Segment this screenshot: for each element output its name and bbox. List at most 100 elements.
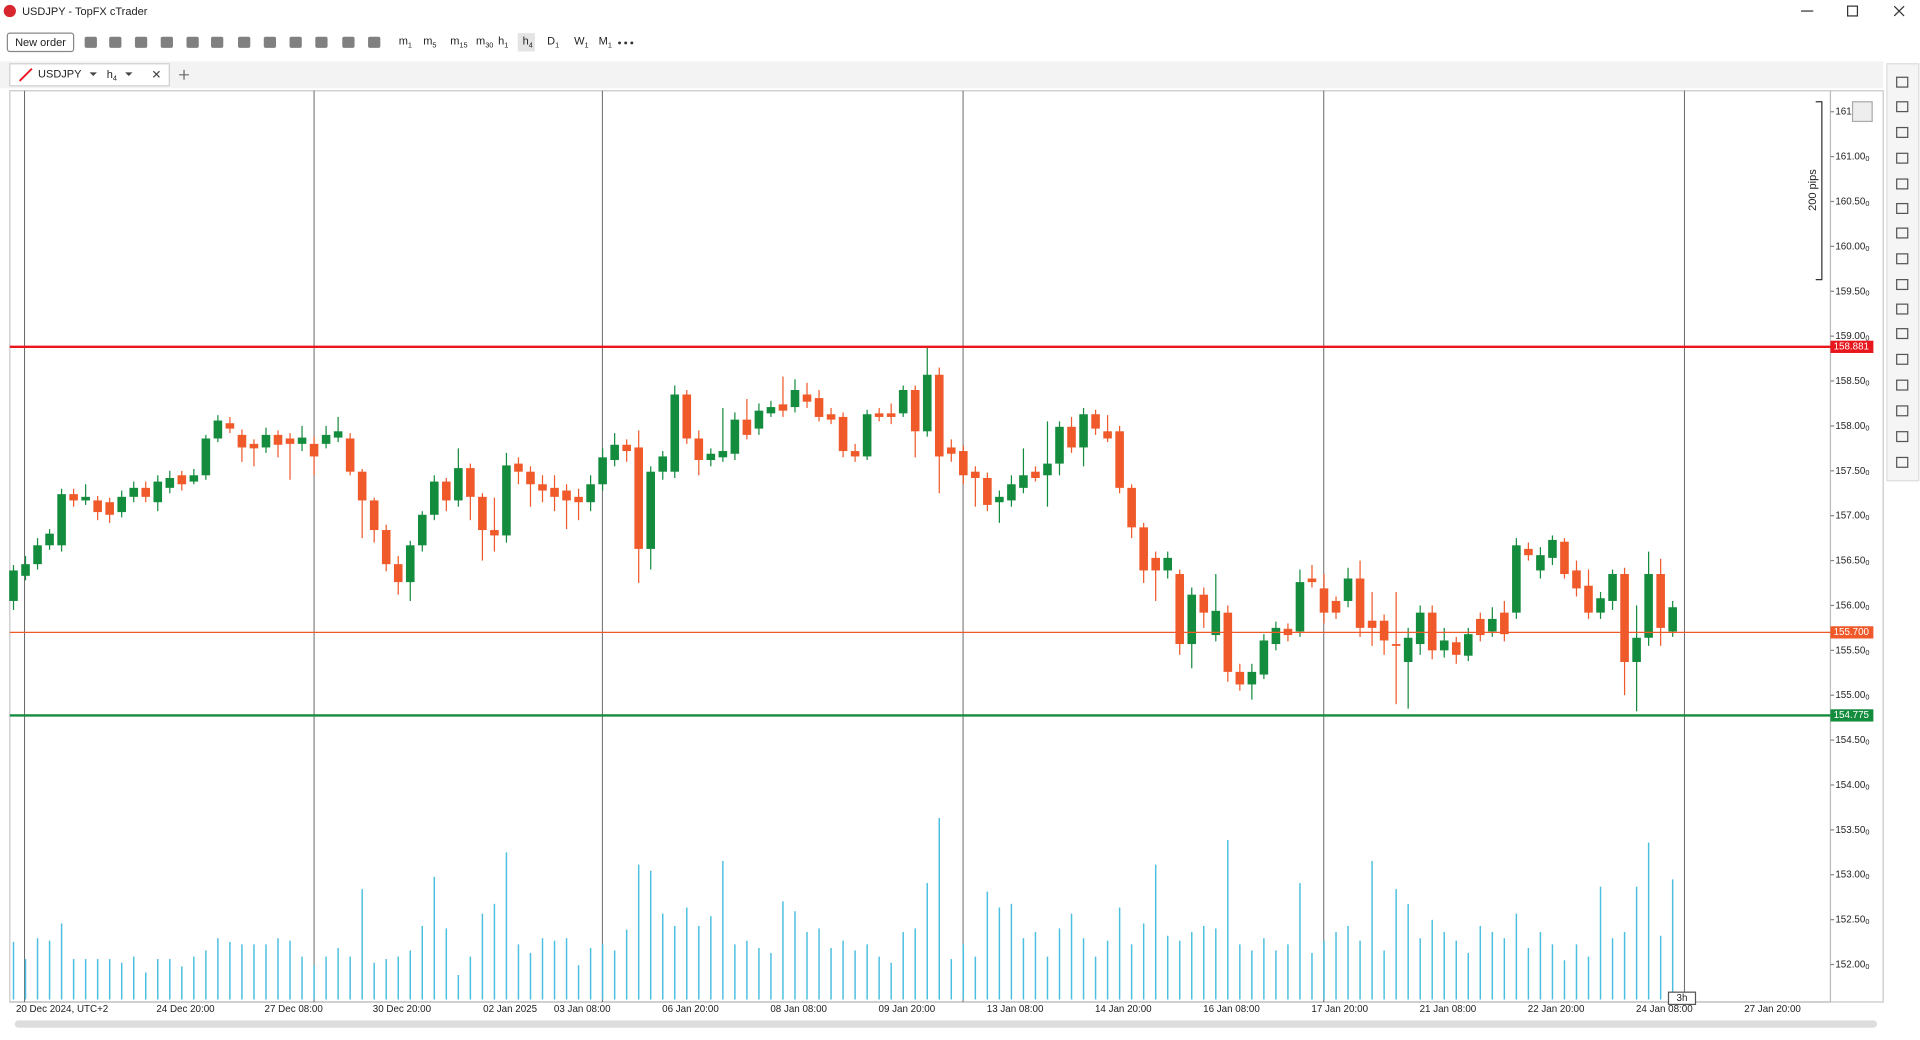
y-tick-suffix: 0 [1865,334,1869,343]
candle-body [442,481,451,501]
candle-body [1548,539,1557,558]
symbol-dropdown[interactable] [89,72,97,77]
timeframe-button[interactable]: m5 [423,36,436,50]
volume-bar [878,956,880,1000]
candle-body [1115,431,1124,488]
toolbar-icon[interactable] [263,36,277,48]
drawing-tool[interactable] [1896,152,1909,164]
toolbar-icon[interactable] [315,36,328,48]
toolbar-icon[interactable] [211,36,224,48]
candle-body [417,514,427,546]
volume-bar [950,959,953,1000]
more-button[interactable] [618,41,634,45]
toolbar-icon[interactable] [238,36,251,48]
toolbar-icon[interactable] [186,36,199,48]
candle-body [1355,578,1365,628]
y-tick-label: 155.500 [1835,645,1869,657]
drawing-tool[interactable] [1896,353,1909,365]
candle-body [538,484,547,491]
drawing-tool[interactable] [1896,126,1909,138]
scrollbar[interactable] [14,1020,1878,1028]
candle-body [1295,582,1305,632]
app-icon [3,4,16,18]
timeframe-button[interactable]: m30 [476,36,493,50]
drawing-tool[interactable] [1896,405,1909,417]
volume-bar [1154,864,1157,1000]
new-order-label: New order [15,37,66,49]
candle-body [1668,607,1677,632]
candle-body [910,390,920,432]
candle-body [237,434,247,448]
candle-body [874,413,884,417]
drawing-tool[interactable] [1896,227,1909,239]
y-tick-suffix: 0 [1865,244,1869,253]
drawing-tool[interactable] [1896,279,1909,291]
drawing-tool[interactable] [1896,431,1909,443]
volume-bar [962,944,965,1000]
candle-body [1199,594,1209,613]
candle-body [1367,620,1377,628]
drawing-tool[interactable] [1896,303,1909,315]
timeframe-sub: 1 [608,40,612,49]
ruler-label: 200 pips [1807,169,1819,211]
volume-bar [445,928,448,1000]
candle-body [1644,574,1653,638]
candle-body [177,475,187,485]
drawing-tool[interactable] [1896,253,1909,265]
add-tab[interactable] [179,69,189,80]
x-tick-label: 27 Dec 08:00 [265,1004,324,1015]
chart-settings[interactable] [1851,101,1873,123]
drawing-tool[interactable] [1896,178,1909,190]
timeframe-button[interactable]: M1 [599,36,612,50]
candle-body [430,481,439,515]
drawing-tool[interactable] [1896,76,1909,88]
timeframe-button[interactable]: m1 [399,36,412,50]
drawing-tool[interactable] [1896,101,1909,113]
candle-body [550,487,559,497]
volume-bar [493,903,496,1000]
toolbar-icon[interactable] [109,36,122,48]
drawing-tool[interactable] [1896,379,1909,391]
timeframe-button[interactable]: m15 [450,36,467,50]
maximize-button[interactable] [1847,5,1859,17]
timeframe-button[interactable]: h4 [523,36,533,50]
y-tick-label: 152.000 [1835,959,1869,971]
candle-body [1608,574,1617,601]
candle-body [393,564,403,583]
drawing-toolbar [1886,63,1920,482]
timeframe-button[interactable]: W1 [574,36,589,50]
toolbar-icon[interactable] [84,36,97,48]
timeframe-sub: 1 [555,40,559,49]
volume-bar [253,944,255,1000]
timeframe-button[interactable]: D1 [547,36,559,50]
timeframe-dropdown[interactable] [125,72,133,77]
toolbar-icon[interactable] [160,36,173,48]
toolbar-icon[interactable] [368,36,381,48]
drawing-tool[interactable] [1896,202,1909,215]
price-label: 154.775 [1834,710,1870,721]
toolbar-icon[interactable] [134,36,148,48]
toolbar-icon[interactable] [289,36,302,48]
candle-body [562,490,571,501]
volume-bar [770,952,772,1000]
y-tick-suffix: 0 [1865,872,1869,881]
timeframe-letter: m [476,36,485,48]
chart-tab[interactable] [9,63,170,87]
candle-body [1427,612,1437,651]
timeframe-letter: m [399,36,408,48]
close-button[interactable] [1893,5,1905,17]
new-order-button[interactable] [6,32,75,53]
toolbar-icon[interactable] [342,36,355,48]
candle-body [1512,545,1521,613]
candle-body [959,451,968,476]
drawing-tool[interactable] [1896,328,1909,340]
candle-body [273,434,283,445]
y-tick-text: 152.00 [1835,959,1866,970]
timeframe-button[interactable]: h1 [498,36,508,50]
tab-close[interactable] [152,70,160,78]
drawing-tool[interactable] [1896,456,1909,468]
candle-body [129,487,139,497]
countdown-box [1667,991,1697,1006]
x-tick-label: 27 Jan 20:00 [1744,1004,1801,1015]
y-tick-label: 155.000 [1835,690,1869,702]
